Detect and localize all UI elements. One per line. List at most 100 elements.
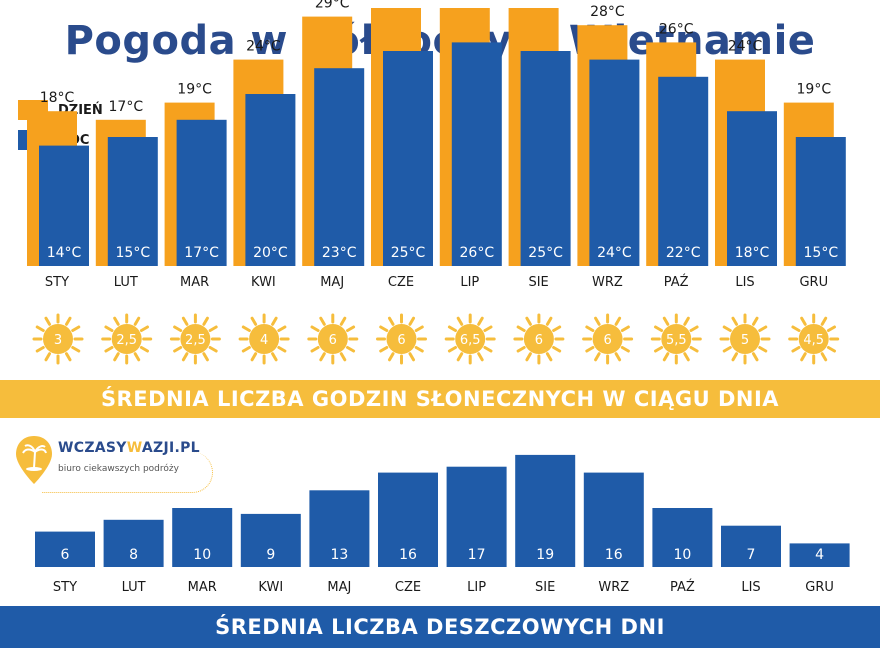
sun-ray [339, 316, 347, 326]
night-temp-bar [176, 119, 227, 266]
logo-dotted-path [42, 452, 213, 493]
night-temp-bar [451, 42, 502, 267]
month-label: CZE [388, 275, 414, 290]
rain-bar [515, 454, 576, 567]
sun-ray [319, 352, 326, 362]
sunshine-value-label: 6 [603, 333, 611, 348]
sun-ray [319, 316, 326, 326]
sunshine-value-label: 4 [260, 333, 268, 348]
night-temp-label: 15°C [116, 245, 151, 261]
sun-ray [752, 352, 759, 362]
night-temp-label: 18°C [735, 245, 770, 261]
day-temp-label: 18°C [40, 90, 75, 106]
night-temp-label: 25°C [391, 245, 426, 261]
sun-icon [317, 324, 348, 354]
rain-banner: ŚREDNIA LICZBA DESZCZOWYCH DNI [0, 606, 880, 648]
sun-ray [271, 316, 278, 326]
sun-ray [339, 352, 347, 362]
sun-icon [455, 324, 486, 354]
rain-month-label: LIP [467, 580, 486, 595]
rain-month-label: PAŹ [670, 579, 695, 595]
sun-ray [791, 325, 801, 332]
month-label: MAR [180, 275, 209, 290]
sun-icon [111, 324, 142, 354]
rain-bar [721, 525, 781, 567]
sun-ray [620, 325, 630, 332]
night-temp-label: 26°C [460, 245, 495, 261]
day-temp-label: 26°C [659, 21, 694, 37]
day-temp-label: 30°C [384, 0, 419, 3]
sun-ray [346, 325, 356, 332]
sun-ray [310, 325, 320, 332]
rain-bar [240, 513, 301, 567]
sun-ray [65, 352, 72, 362]
sun-ray [585, 325, 595, 332]
sun-ray [388, 316, 395, 326]
sun-ray [545, 352, 553, 362]
sun-ray [614, 352, 622, 362]
month-label: SIE [528, 275, 548, 290]
month-label: WRZ [592, 275, 623, 290]
rain-bar [583, 472, 644, 567]
sun-ray [758, 346, 768, 353]
day-temp-label: 30°C [453, 0, 488, 3]
sun-icon [249, 324, 280, 354]
month-label: KWI [251, 275, 276, 290]
sunshine-value-label: 5 [741, 333, 749, 348]
rain-value-label: 13 [330, 547, 348, 563]
sun-ray [456, 316, 464, 326]
sun-icon [386, 324, 417, 354]
sun-ray [379, 325, 389, 332]
sun-ray [791, 346, 801, 353]
sunshine-value-label: 3 [54, 333, 62, 348]
sunshine-banner: ŚREDNIA LICZBA GODZIN SŁONECZNYCH W CIĄG… [0, 380, 880, 418]
month-label: GRU [799, 275, 828, 290]
sun-ray [483, 325, 493, 332]
night-temp-bar [314, 68, 365, 266]
day-temp-label: 24°C [246, 39, 281, 55]
sun-ray [758, 325, 768, 332]
sun-ray [614, 316, 622, 326]
month-label: MAJ [320, 275, 344, 290]
sun-ray [447, 325, 457, 332]
sun-ray [104, 346, 114, 353]
rain-value-label: 17 [468, 547, 486, 563]
sun-ray [104, 325, 114, 332]
sun-ray [173, 346, 183, 353]
sun-ray [408, 316, 415, 326]
sunshine-value-label: 2,5 [185, 333, 206, 348]
sun-icon [798, 324, 829, 354]
month-label: PAŹ [664, 274, 689, 290]
sun-ray [208, 346, 218, 353]
rain-bar [309, 490, 370, 567]
night-temp-bar [107, 137, 158, 266]
rain-bar [652, 508, 713, 567]
sun-ray [594, 352, 601, 362]
day-temp-label: 17°C [109, 99, 144, 115]
sun-ray [800, 352, 807, 362]
month-label: LIS [735, 275, 754, 290]
sun-icon [523, 324, 554, 354]
sun-ray [752, 316, 759, 326]
night-temp-label: 17°C [184, 245, 219, 261]
rain-month-label: CZE [395, 580, 421, 595]
rain-month-label: WRZ [598, 580, 629, 595]
night-temp-label: 24°C [597, 245, 632, 261]
sun-ray [133, 316, 141, 326]
sun-ray [654, 325, 664, 332]
sun-ray [181, 316, 189, 326]
sun-ray [731, 352, 738, 362]
sun-ray [683, 316, 690, 326]
rain-value-label: 19 [536, 547, 554, 563]
sun-ray [516, 325, 526, 332]
month-label: LUT [114, 275, 138, 290]
sun-ray [826, 325, 836, 332]
sun-ray [250, 352, 258, 362]
rain-month-label: STY [53, 580, 77, 595]
rain-bar [103, 519, 164, 567]
sun-ray [202, 316, 209, 326]
sun-ray [477, 316, 484, 326]
rain-value-label: 4 [815, 547, 824, 563]
sun-ray [477, 352, 484, 362]
